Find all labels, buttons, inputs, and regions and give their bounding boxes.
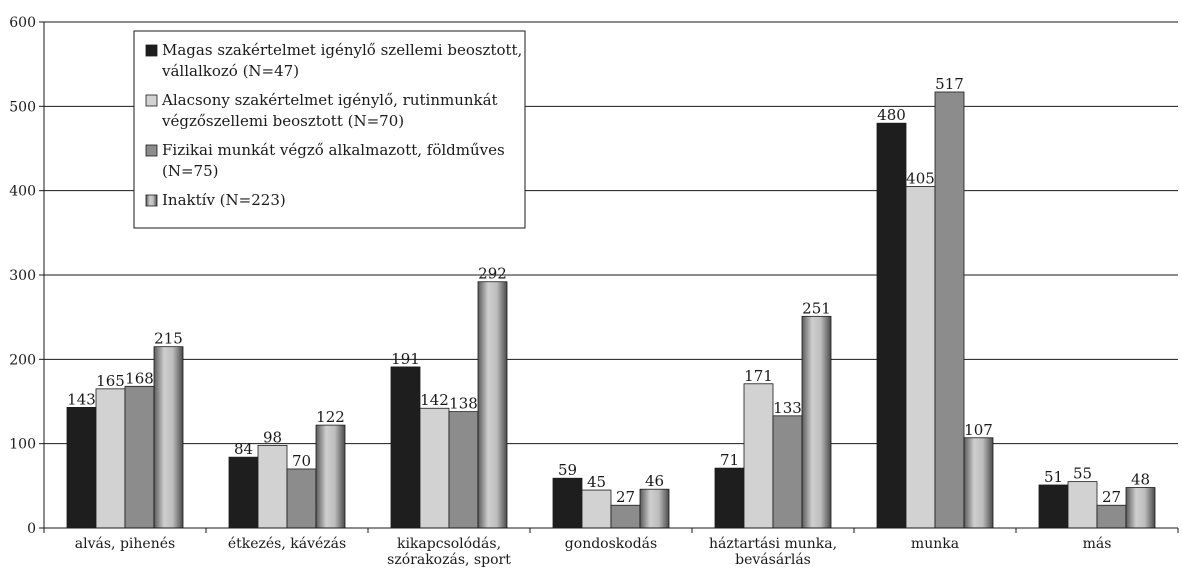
bar (639, 488, 670, 529)
y-tick-label: 600 (9, 15, 36, 31)
data-label: 48 (1131, 471, 1150, 489)
bar (477, 281, 508, 529)
data-label: 59 (558, 461, 577, 479)
x-category-label: háztartási munka, bevásárlás (709, 536, 837, 568)
data-label: 143 (67, 390, 96, 408)
data-label: 480 (877, 106, 906, 124)
x-category-line: más (1083, 536, 1112, 552)
bar (95, 388, 126, 529)
bars (66, 91, 1156, 529)
bar (1125, 487, 1156, 529)
data-label: 171 (744, 367, 773, 385)
x-category-line: kikapcsolódás, (397, 536, 501, 552)
data-label: 70 (292, 452, 311, 470)
bar (714, 467, 745, 529)
x-category-label: alvás, pihenés (75, 536, 175, 552)
bar (743, 383, 774, 529)
legend-label: vállalkozó (N=47) (161, 62, 299, 80)
x-category-line: szórakozás, sport (387, 552, 511, 568)
bar (581, 489, 612, 529)
bar (257, 444, 288, 529)
x-category-line: háztartási munka, (709, 536, 837, 552)
x-category-label: más (1083, 536, 1112, 552)
y-axis-ticks: 0 100 200 300 400 500 600 (9, 15, 36, 537)
data-label: 138 (449, 395, 478, 413)
data-label: 71 (720, 451, 739, 469)
legend: Magas szakértelmet igénylő szellemi beos… (133, 30, 526, 229)
bar (124, 385, 155, 529)
data-label: 84 (234, 440, 253, 458)
data-label: 98 (263, 428, 282, 446)
bar (286, 468, 317, 529)
data-label: 55 (1073, 465, 1092, 483)
legend-swatch (145, 194, 158, 207)
bar (1067, 481, 1098, 529)
data-label: 133 (773, 399, 802, 417)
legend-label: Alacsony szakértelmet igénylő, rutinmunk… (161, 91, 498, 109)
x-axis-categories: alvás, pihenés étkezés, kávézás kikapcsoló… (75, 536, 1112, 568)
data-label: 168 (125, 369, 154, 387)
x-category-line: alvás, pihenés (75, 536, 175, 552)
bar (876, 122, 907, 529)
y-tick-label: 500 (9, 99, 36, 115)
y-tick-label: 100 (9, 437, 36, 453)
axes (39, 21, 1179, 533)
data-label: 517 (935, 75, 964, 93)
bar (610, 504, 641, 529)
data-label: 122 (316, 408, 345, 426)
data-label: 251 (802, 299, 831, 317)
legend-label: Inaktív (N=223) (162, 191, 286, 209)
bar (228, 456, 259, 529)
legend-label: (N=75) (162, 162, 218, 180)
data-label: 27 (616, 488, 635, 506)
bar (552, 477, 583, 529)
x-category-label: étkezés, kávézás (228, 536, 346, 552)
bar (315, 424, 346, 529)
x-category-label: gondoskodás (565, 536, 657, 552)
data-label: 107 (964, 421, 993, 439)
bar (419, 407, 450, 529)
legend-label: Fizikai munkát végző alkalmazott, földmű… (162, 141, 505, 159)
legend-box (133, 30, 526, 229)
data-label: 405 (906, 169, 935, 187)
data-label: 215 (154, 330, 183, 348)
data-label: 51 (1044, 468, 1063, 486)
bar (390, 366, 421, 529)
bar (66, 407, 97, 529)
data-label: 191 (391, 350, 420, 368)
bar (1038, 484, 1069, 529)
x-category-label: kikapcsolódás, szórakozás, sport (387, 536, 511, 568)
data-label: 46 (645, 472, 664, 490)
legend-swatch (145, 94, 158, 107)
legend-swatch (145, 44, 158, 57)
bar (448, 411, 479, 529)
data-label: 27 (1102, 488, 1121, 506)
legend-label: végzőszellemi beosztott (N=70) (161, 112, 404, 130)
bar (934, 91, 965, 529)
y-tick-label: 200 (9, 352, 36, 368)
x-category-line: munka (911, 536, 959, 552)
legend-swatch (145, 144, 158, 157)
data-label: 292 (478, 265, 507, 283)
x-category-label: munka (911, 536, 959, 552)
bar (1096, 504, 1127, 529)
y-tick-label: 300 (9, 268, 36, 284)
data-label: 165 (96, 372, 125, 390)
bar (801, 315, 832, 529)
y-tick-label: 0 (27, 521, 36, 537)
x-category-line: gondoskodás (565, 536, 657, 552)
bar (905, 186, 936, 529)
bar (153, 346, 184, 529)
data-label: 142 (420, 391, 449, 409)
legend-label: Magas szakértelmet igénylő szellemi beos… (162, 41, 522, 59)
x-category-line: bevásárlás (735, 552, 811, 568)
x-category-line: étkezés, kávézás (228, 536, 346, 552)
data-label: 45 (587, 473, 606, 491)
bar (963, 437, 994, 529)
y-tick-label: 400 (9, 184, 36, 200)
bar (772, 415, 803, 529)
